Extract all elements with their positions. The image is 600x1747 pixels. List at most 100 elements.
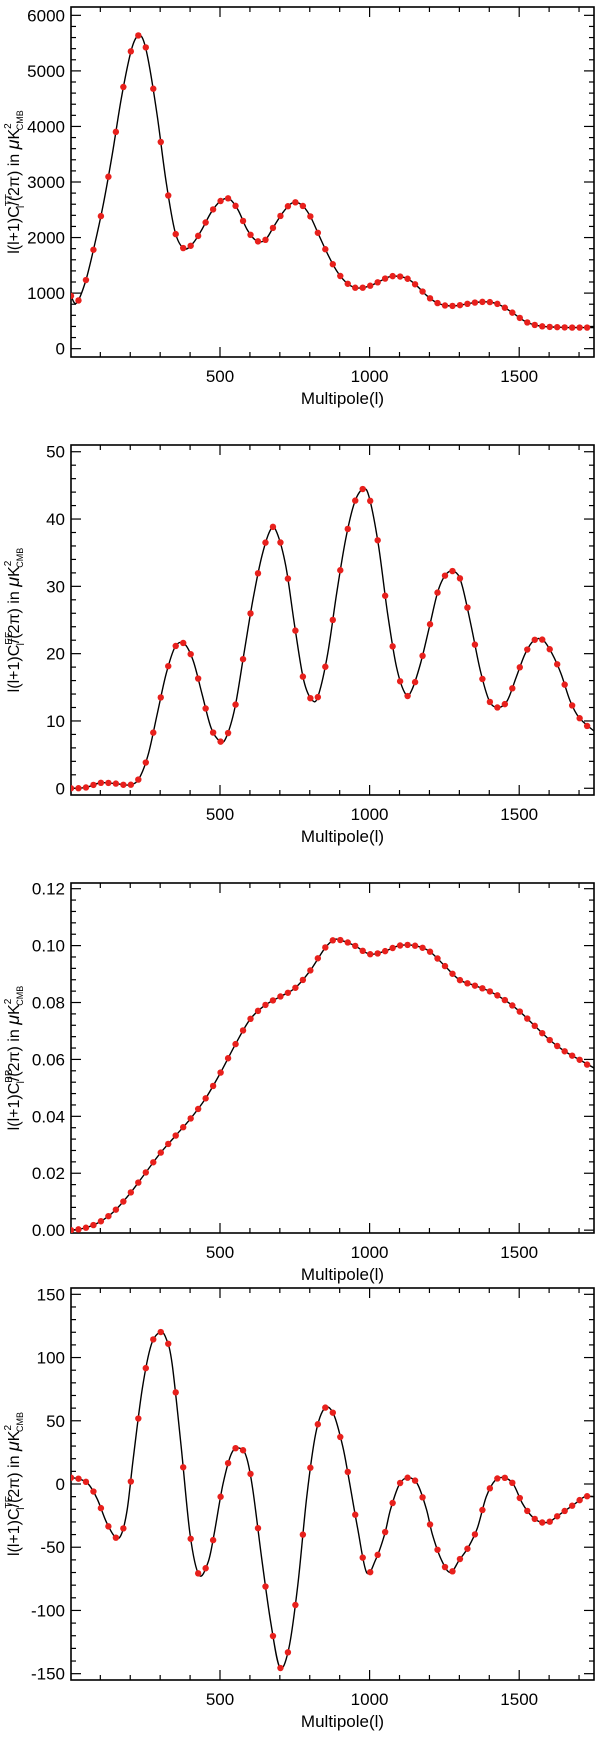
- data-point: [179, 639, 187, 647]
- y-label-part: μ: [3, 1015, 23, 1026]
- data-point: [583, 324, 591, 331]
- data-point: [344, 525, 351, 533]
- data-point: [269, 523, 277, 531]
- data-point: [135, 1179, 142, 1186]
- data-point: [561, 1507, 568, 1515]
- data-point: [217, 1493, 224, 1500]
- x-tick-label: 500: [206, 1690, 234, 1709]
- y-tick-label: 0.04: [32, 1107, 65, 1126]
- data-point: [187, 242, 194, 249]
- y-tick-label: 5000: [27, 62, 65, 81]
- data-point: [194, 1105, 202, 1113]
- data-point: [337, 272, 344, 280]
- chart-panel-1: 500 1000 1500 0 1000 2000 3000 4000 5000 6000 Mult…: [3, 6, 595, 408]
- y-tick-label: 0.10: [32, 937, 65, 956]
- data-point: [404, 275, 411, 282]
- data-point: [568, 1502, 576, 1509]
- data-point: [314, 229, 322, 236]
- data-point: [456, 575, 464, 582]
- data-point: [157, 1149, 164, 1156]
- data-point: [337, 1433, 344, 1441]
- data-point: [494, 704, 501, 711]
- data-point: [165, 1140, 172, 1148]
- data-point: [509, 685, 516, 692]
- y-tick-label: 0: [56, 1475, 65, 1494]
- data-point: [374, 537, 381, 544]
- y-label-part: 2: [3, 560, 14, 566]
- data-point: [411, 1477, 419, 1484]
- y-label-part: CMB: [15, 548, 25, 568]
- data-point: [172, 1389, 179, 1396]
- data-point: [404, 1474, 411, 1481]
- data-point: [531, 636, 538, 643]
- data-point: [546, 323, 553, 331]
- data-point: [329, 1409, 336, 1416]
- data-point: [202, 219, 209, 226]
- data-point: [75, 297, 82, 304]
- x-tick-label: 1000: [351, 1243, 389, 1262]
- data-point: [247, 231, 254, 238]
- data-point: [120, 83, 127, 91]
- data-point: [314, 693, 322, 701]
- y-label-part: l: [16, 643, 27, 645]
- data-point: [426, 948, 434, 955]
- data-point: [576, 1496, 583, 1504]
- data-point: [344, 939, 351, 946]
- data-point: [157, 1328, 164, 1336]
- data-point: [224, 195, 232, 202]
- data-point: [389, 1499, 396, 1507]
- data-point: [299, 1531, 307, 1538]
- data-point: [194, 232, 202, 240]
- y-tick-label: 0.06: [32, 1050, 65, 1069]
- data-point: [142, 759, 149, 766]
- data-point: [568, 324, 576, 331]
- data-point: [112, 1206, 120, 1213]
- data-point: [247, 610, 254, 617]
- y-label-part: /(2π) in: [6, 149, 23, 205]
- data-point: [456, 976, 464, 984]
- data-point: [419, 944, 426, 951]
- data-point: [434, 955, 441, 962]
- data-point: [583, 722, 591, 730]
- y-tick-label: 0.00: [32, 1221, 65, 1240]
- data-point: [539, 1519, 546, 1526]
- data-point: [277, 1664, 284, 1672]
- data-point: [232, 1444, 239, 1452]
- theory-curve: [71, 34, 594, 329]
- y-label-part: K: [6, 128, 23, 139]
- data-point: [254, 238, 262, 245]
- data-point: [352, 942, 359, 950]
- data-point: [314, 1421, 322, 1428]
- data-point: [561, 1048, 568, 1055]
- y-axis-label: l(l+1)CTTl/(2π) in μK2CMB: [3, 110, 27, 254]
- data-point: [374, 1551, 381, 1559]
- data-point: [576, 715, 583, 722]
- data-point: [254, 1007, 262, 1015]
- data-point: [105, 1523, 112, 1530]
- data-point: [112, 780, 120, 787]
- data-point: [516, 1494, 523, 1502]
- data-point: [307, 1464, 314, 1471]
- data-point: [411, 281, 419, 288]
- data-point: [277, 212, 284, 220]
- data-point: [127, 48, 135, 55]
- data-point: [322, 1404, 329, 1411]
- x-axis-label: Multipole(l): [301, 1712, 384, 1731]
- data-point: [82, 1224, 90, 1231]
- data-point: [194, 675, 202, 682]
- y-label-part: l(l+1)C: [6, 1083, 23, 1131]
- data-point: [217, 197, 224, 205]
- data-point: [441, 572, 449, 579]
- data-point: [277, 539, 284, 546]
- data-point: [120, 1525, 127, 1532]
- y-label-part: K: [6, 566, 23, 577]
- data-point: [464, 980, 471, 987]
- data-point: [224, 729, 232, 737]
- data-point: [359, 485, 366, 493]
- plot-area: [71, 485, 594, 792]
- data-point: [262, 236, 269, 244]
- data-point: [90, 1488, 97, 1495]
- data-point: [516, 314, 523, 322]
- data-point: [396, 273, 404, 280]
- data-point: [464, 604, 471, 611]
